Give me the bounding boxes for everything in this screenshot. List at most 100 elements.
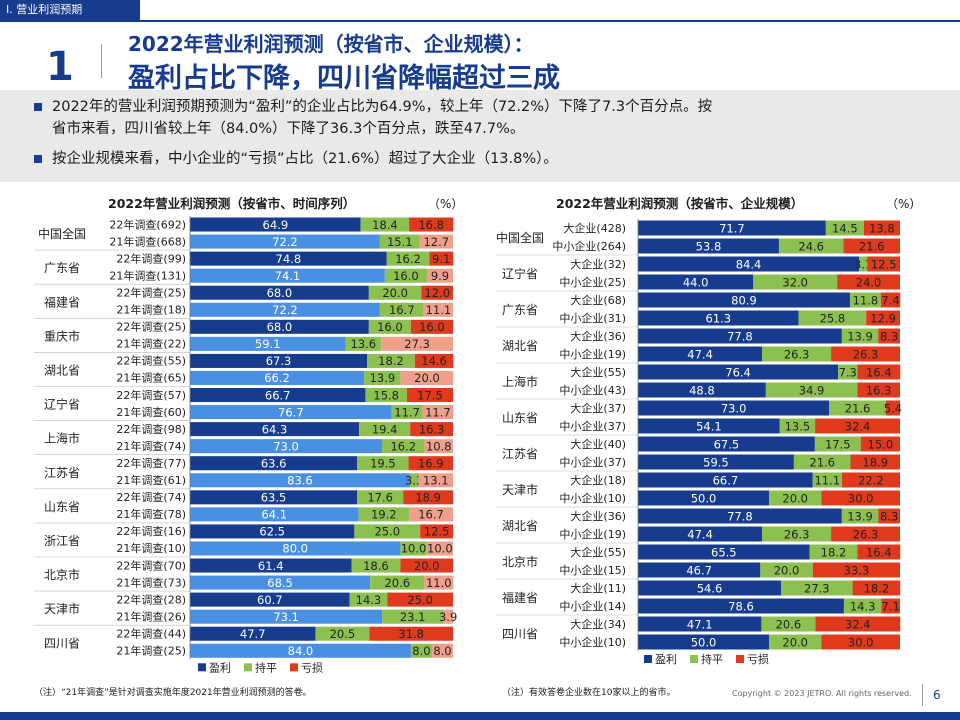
- bar-segment: [418, 473, 453, 488]
- data-label: 59.1: [255, 337, 281, 351]
- data-label: 18.2: [821, 546, 847, 560]
- data-label: 17.5: [825, 438, 851, 452]
- bar-segment: [190, 490, 358, 505]
- row-label: 中小企业(264): [552, 239, 626, 253]
- group-label: 湖北省: [44, 362, 80, 377]
- bar-segment: [358, 507, 410, 522]
- data-label: 78.6: [728, 600, 754, 614]
- bar-segment: [426, 268, 453, 283]
- data-label: 13.9: [847, 510, 873, 524]
- data-label: 27.3: [804, 582, 830, 596]
- bar-segment: [638, 418, 780, 434]
- data-label: 16.0: [393, 269, 419, 283]
- bar-segment: [368, 285, 422, 300]
- group-label: 辽宁省: [502, 266, 538, 281]
- bar-segment: [381, 336, 453, 351]
- data-label: 9.1: [432, 252, 450, 266]
- data-label: 60.7: [257, 593, 283, 607]
- bar-segment: [422, 405, 454, 420]
- bar-segment: [638, 364, 839, 380]
- page-title-line1: 2022年营业利润预测（按省市、企业规模）：: [128, 32, 534, 56]
- data-label: 13.6: [351, 337, 377, 351]
- bar-segment: [368, 319, 411, 334]
- data-label: 20.5: [330, 627, 356, 641]
- title-divider: [101, 44, 102, 78]
- bar-segment: [809, 544, 858, 560]
- bar-segment: [190, 507, 359, 522]
- data-label: 26.3: [784, 528, 810, 542]
- bar-segment: [190, 353, 367, 368]
- data-label: 16.2: [395, 252, 421, 266]
- bar-segment: [769, 490, 822, 506]
- bar-segment: [365, 388, 407, 403]
- bar-segment: [638, 400, 830, 416]
- data-label: 14.3: [356, 593, 382, 607]
- bar-segment: [850, 454, 900, 470]
- bar-segment: [762, 526, 832, 542]
- bar-segment: [345, 336, 382, 351]
- data-label: 32.0: [782, 276, 808, 290]
- bar-segment: [866, 310, 900, 326]
- data-label: 18.2: [864, 582, 890, 596]
- data-label: 16.0: [419, 320, 445, 334]
- data-label: 12.9: [870, 312, 896, 326]
- data-label: 54.6: [697, 582, 723, 596]
- data-label: 18.9: [415, 491, 441, 505]
- data-label: 24.0: [856, 276, 882, 290]
- summary-bullet-2-text: 按企业规模来看，中小企业的“亏损”占比（21.6%）超过了大企业（13.8%）。: [52, 151, 558, 167]
- data-label: 73.0: [273, 439, 299, 453]
- bar-segment: [190, 234, 380, 249]
- bar-segment: [638, 616, 762, 632]
- data-label: 16.2: [390, 439, 416, 453]
- data-label: 11.0: [426, 576, 452, 590]
- data-label: 16.4: [866, 546, 892, 560]
- bar-segment: [778, 238, 844, 254]
- row-label: 大企业(11): [570, 581, 626, 595]
- row-label: 大企业(40): [570, 437, 626, 451]
- bar-segment: [190, 268, 385, 283]
- group-label: 四川省: [502, 627, 538, 641]
- bar-segment: [857, 364, 901, 380]
- data-label: 19.5: [370, 456, 396, 470]
- bar-segment: [190, 302, 380, 317]
- data-label: 59.5: [703, 456, 729, 470]
- bar-segment: [841, 472, 900, 488]
- row-label: 中小企业(43): [559, 383, 626, 397]
- data-label: 77.8: [727, 330, 753, 344]
- bar-segment: [414, 353, 454, 368]
- group-label: 天津市: [44, 601, 80, 616]
- bar-segment: [863, 220, 900, 236]
- bar-segment: [860, 436, 900, 452]
- data-label: 20.0: [782, 636, 808, 650]
- section-number: 1: [46, 44, 74, 90]
- data-label: 12.5: [424, 525, 450, 539]
- data-label: 47.7: [240, 627, 266, 641]
- bar-segment: [190, 592, 350, 607]
- bar-segment: [400, 370, 454, 385]
- group-label: 湖北省: [502, 518, 538, 533]
- data-label: 68.5: [267, 576, 293, 590]
- legend-swatch: [644, 655, 652, 663]
- bar-segment: [354, 524, 421, 539]
- data-label: 20.6: [776, 618, 802, 632]
- row-label: 22年调查(28): [116, 592, 186, 606]
- data-label: 16.4: [866, 366, 892, 380]
- data-label: 13.8: [869, 222, 895, 236]
- data-label: 16.8: [418, 218, 444, 232]
- bar-segment: [812, 562, 900, 578]
- row-label: 中小企业(10): [559, 635, 626, 649]
- data-label: 26.3: [853, 348, 879, 362]
- row-label: 21年调查(65): [116, 371, 186, 385]
- bar-segment: [190, 524, 355, 539]
- group-label: 中国全国: [496, 230, 544, 245]
- row-label: 22年调查(98): [116, 422, 186, 436]
- bar-segment: [638, 526, 763, 542]
- data-label: 5.4: [884, 402, 902, 416]
- bar-segment: [190, 285, 369, 300]
- bar-segment: [370, 575, 425, 590]
- group-label: 中国全国: [38, 226, 86, 241]
- row-label: 中小企业(15): [559, 563, 626, 577]
- bar-segment: [429, 251, 454, 266]
- bar-segment: [409, 507, 453, 522]
